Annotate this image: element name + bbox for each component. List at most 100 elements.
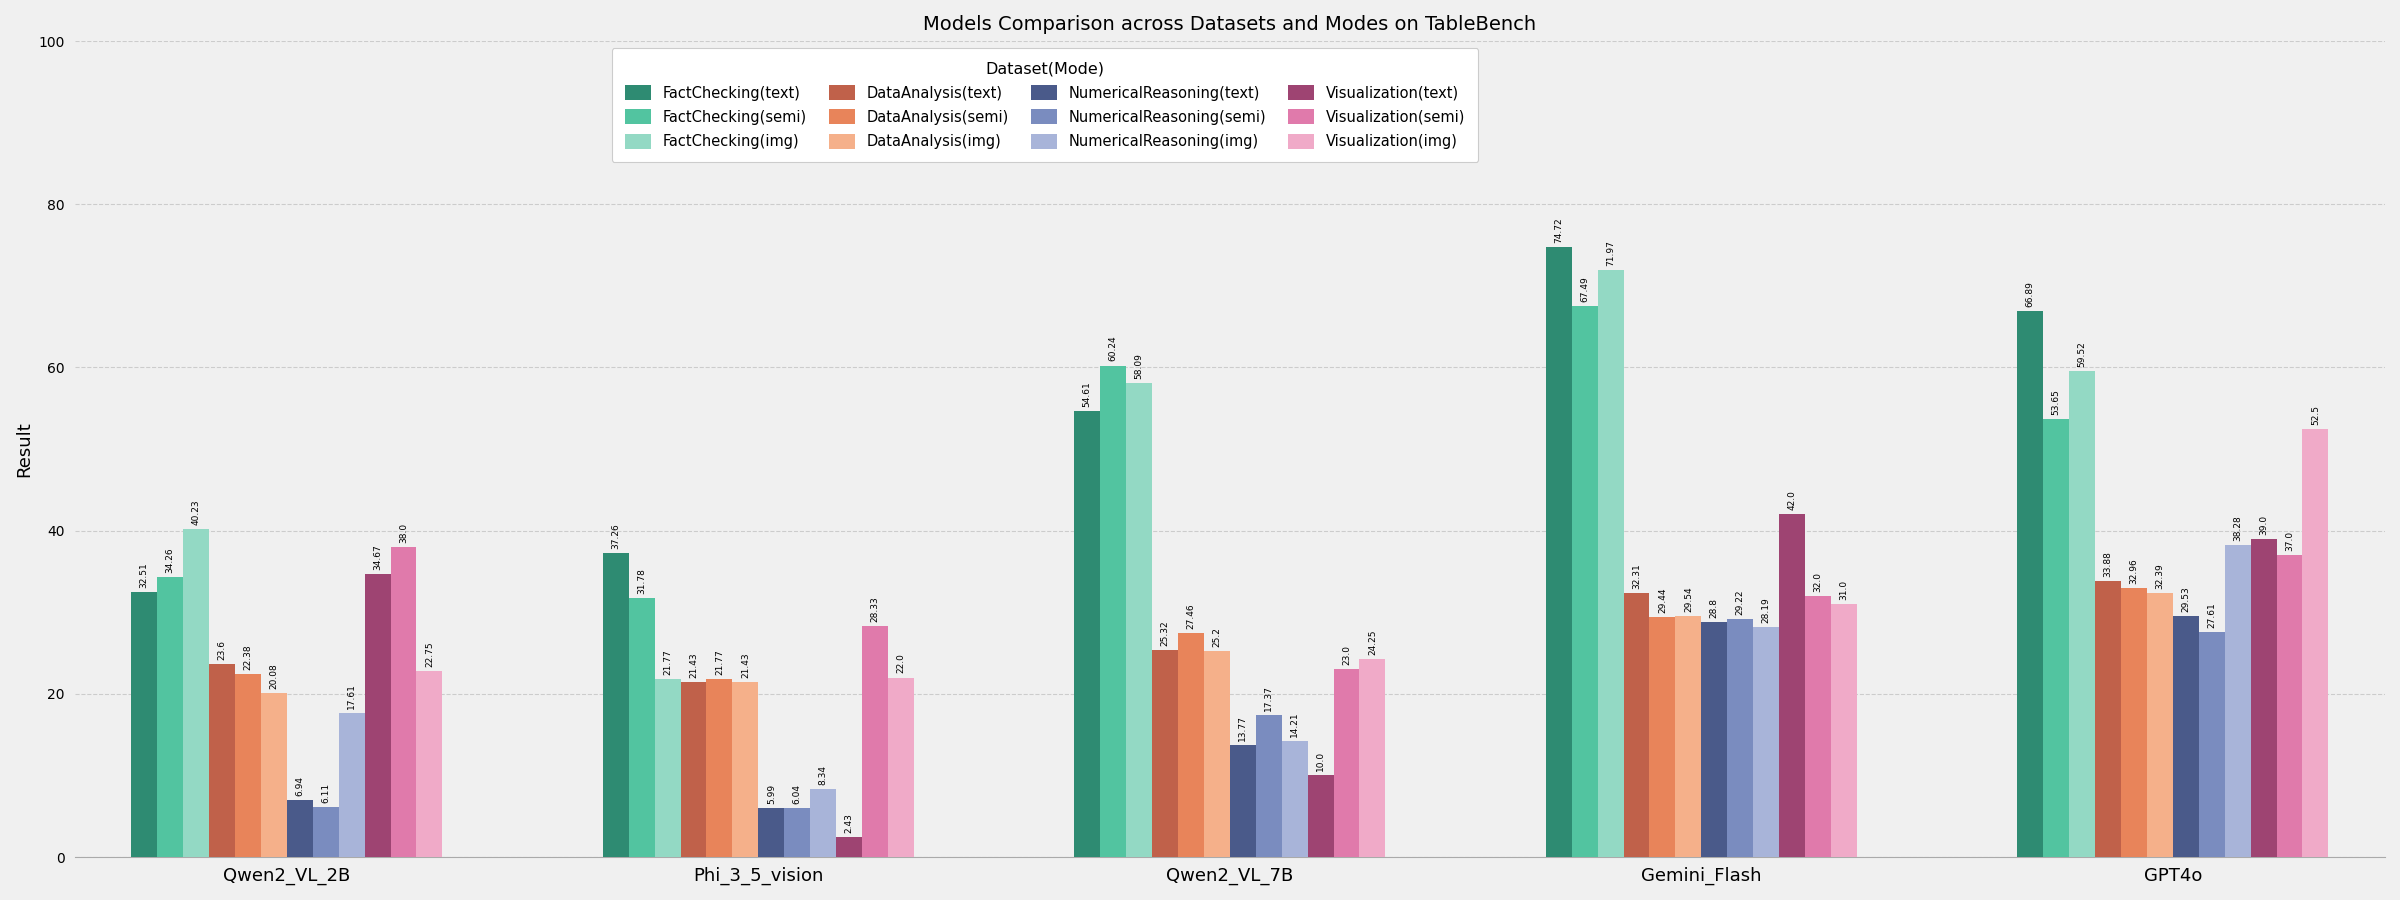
- Text: 28.8: 28.8: [1709, 598, 1718, 618]
- Bar: [1598, 270, 1622, 857]
- Bar: [1308, 776, 1334, 857]
- Bar: [758, 808, 785, 857]
- Text: 60.24: 60.24: [1109, 336, 1118, 362]
- Text: 2.43: 2.43: [845, 814, 854, 833]
- Text: 54.61: 54.61: [1082, 382, 1092, 408]
- Bar: [1649, 616, 1675, 857]
- Text: 32.31: 32.31: [1632, 563, 1642, 590]
- Text: 21.43: 21.43: [742, 652, 749, 678]
- Bar: [811, 789, 835, 857]
- Text: 22.75: 22.75: [425, 642, 434, 667]
- Bar: [1622, 593, 1649, 857]
- Text: 37.0: 37.0: [2285, 531, 2294, 551]
- Bar: [338, 714, 365, 857]
- Bar: [1728, 618, 1752, 857]
- Bar: [2225, 544, 2251, 857]
- Text: 34.26: 34.26: [166, 548, 175, 573]
- Text: 38.0: 38.0: [398, 523, 408, 543]
- Bar: [1752, 627, 1778, 857]
- Bar: [182, 529, 209, 857]
- Title: Models Comparison across Datasets and Modes on TableBench: Models Comparison across Datasets and Mo…: [924, 15, 1536, 34]
- Text: 32.0: 32.0: [1814, 572, 1822, 592]
- Text: 23.6: 23.6: [218, 641, 226, 661]
- Bar: [156, 578, 182, 857]
- Bar: [2122, 588, 2148, 857]
- Bar: [418, 671, 442, 857]
- Bar: [288, 800, 312, 857]
- Text: 22.0: 22.0: [898, 653, 905, 673]
- Bar: [1702, 622, 1728, 857]
- Bar: [1099, 365, 1126, 857]
- Text: 29.54: 29.54: [1685, 586, 1692, 612]
- Text: 29.44: 29.44: [1658, 587, 1668, 613]
- Text: 38.28: 38.28: [2232, 515, 2242, 541]
- Text: 21.77: 21.77: [662, 650, 672, 675]
- Bar: [785, 807, 811, 857]
- Legend: FactChecking(text), FactChecking(semi), FactChecking(img), DataAnalysis(text), D: FactChecking(text), FactChecking(semi), …: [612, 49, 1478, 162]
- Text: 21.43: 21.43: [689, 652, 698, 678]
- Bar: [1831, 604, 1858, 857]
- Bar: [132, 592, 156, 857]
- Bar: [2251, 539, 2278, 857]
- Text: 29.53: 29.53: [2182, 586, 2191, 612]
- Bar: [862, 626, 888, 857]
- Bar: [1126, 383, 1152, 857]
- Y-axis label: Result: Result: [14, 421, 34, 477]
- Bar: [1546, 248, 1572, 857]
- Text: 33.88: 33.88: [2102, 551, 2112, 577]
- Text: 52.5: 52.5: [2311, 405, 2321, 425]
- Text: 32.96: 32.96: [2129, 558, 2138, 584]
- Bar: [1334, 670, 1358, 857]
- Bar: [2198, 632, 2225, 857]
- Text: 67.49: 67.49: [1579, 276, 1589, 302]
- Bar: [2302, 428, 2328, 857]
- Bar: [655, 680, 682, 857]
- Bar: [2172, 616, 2198, 857]
- Bar: [262, 693, 288, 857]
- Bar: [365, 574, 391, 857]
- Bar: [391, 547, 418, 857]
- Bar: [1282, 741, 1308, 857]
- Text: 17.61: 17.61: [348, 683, 355, 709]
- Text: 29.22: 29.22: [1735, 589, 1745, 615]
- Text: 25.32: 25.32: [1162, 621, 1169, 646]
- Bar: [835, 837, 862, 857]
- Text: 74.72: 74.72: [1555, 218, 1562, 243]
- Text: 6.94: 6.94: [295, 777, 305, 797]
- Text: 8.34: 8.34: [818, 765, 828, 785]
- Bar: [1675, 616, 1702, 857]
- Bar: [312, 807, 338, 857]
- Text: 27.46: 27.46: [1186, 603, 1195, 629]
- Bar: [2042, 419, 2069, 857]
- Bar: [682, 682, 706, 857]
- Bar: [629, 598, 655, 857]
- Text: 71.97: 71.97: [1606, 240, 1615, 266]
- Bar: [1205, 652, 1229, 857]
- Text: 14.21: 14.21: [1291, 711, 1298, 737]
- Bar: [1778, 514, 1805, 857]
- Bar: [2148, 593, 2172, 857]
- Text: 10.0: 10.0: [1315, 752, 1325, 771]
- Text: 58.09: 58.09: [1135, 353, 1142, 379]
- Bar: [2095, 580, 2122, 857]
- Text: 24.25: 24.25: [1368, 630, 1378, 655]
- Bar: [2278, 555, 2302, 857]
- Text: 28.33: 28.33: [871, 596, 878, 622]
- Bar: [1805, 596, 1831, 857]
- Bar: [732, 682, 758, 857]
- Text: 32.51: 32.51: [139, 562, 149, 588]
- Text: 66.89: 66.89: [2026, 282, 2035, 307]
- Bar: [2069, 372, 2095, 857]
- Text: 53.65: 53.65: [2052, 390, 2062, 415]
- Text: 40.23: 40.23: [192, 500, 202, 525]
- Text: 6.04: 6.04: [792, 784, 802, 804]
- Text: 17.37: 17.37: [1265, 685, 1274, 711]
- Bar: [2018, 311, 2042, 857]
- Text: 20.08: 20.08: [269, 663, 278, 689]
- Bar: [1178, 633, 1205, 857]
- Bar: [1075, 411, 1099, 857]
- Text: 31.0: 31.0: [1838, 580, 1848, 600]
- Text: 21.77: 21.77: [715, 650, 725, 675]
- Text: 28.19: 28.19: [1762, 598, 1771, 623]
- Text: 37.26: 37.26: [612, 523, 619, 549]
